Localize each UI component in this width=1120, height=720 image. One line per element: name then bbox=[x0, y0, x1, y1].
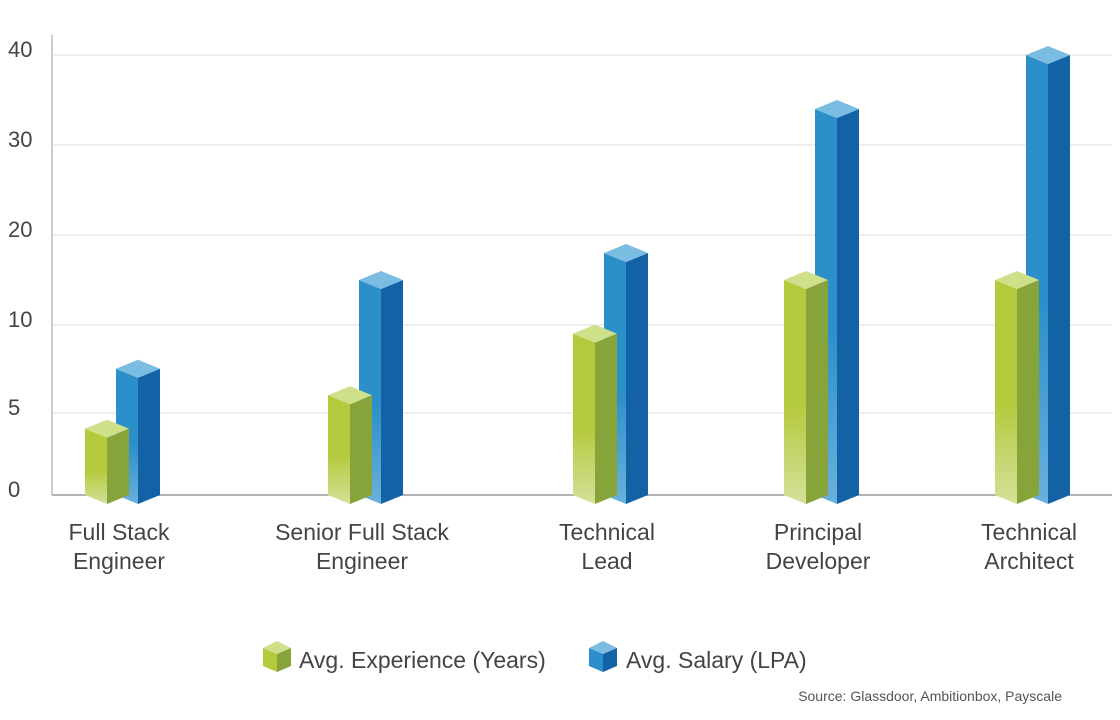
x-category-label: Technical Lead bbox=[559, 519, 655, 574]
bar-experience bbox=[328, 386, 372, 504]
y-tick-label: 5 bbox=[8, 395, 20, 420]
bar-side bbox=[806, 280, 828, 504]
y-tick-label: 10 bbox=[8, 307, 32, 332]
bar-top bbox=[85, 419, 129, 438]
bar-top bbox=[815, 100, 859, 118]
x-axis-categories: Full Stack Engineer Senior Full Stack Engin… bbox=[69, 519, 1077, 574]
x-category-label: Technical Architect bbox=[981, 519, 1077, 574]
bar-front bbox=[85, 428, 107, 504]
bar-front bbox=[995, 280, 1017, 504]
bar-top bbox=[116, 359, 160, 378]
bar-top bbox=[573, 324, 617, 343]
bar-side bbox=[1017, 280, 1039, 504]
legend-item: Avg. Salary (LPA) bbox=[589, 641, 807, 673]
bar-top bbox=[359, 271, 403, 289]
bars bbox=[85, 46, 1070, 504]
y-tick-label: 0 bbox=[8, 477, 20, 502]
bar-side bbox=[1048, 55, 1070, 504]
x-category-label: Principal Developer bbox=[766, 519, 871, 574]
bar-side bbox=[595, 333, 617, 504]
bar-front bbox=[328, 395, 350, 504]
bar-front bbox=[784, 280, 806, 504]
bar-top bbox=[784, 271, 828, 289]
y-tick-label: 30 bbox=[8, 127, 32, 152]
legend-label: Avg. Experience (Years) bbox=[299, 647, 546, 673]
bar-side bbox=[350, 395, 372, 504]
bar-experience bbox=[995, 271, 1039, 504]
bar-side bbox=[837, 109, 859, 504]
legend-cube-icon bbox=[263, 641, 291, 672]
bar-top bbox=[995, 271, 1039, 289]
bar-experience bbox=[573, 324, 617, 504]
bar-experience bbox=[85, 419, 129, 504]
bar-experience bbox=[784, 271, 828, 504]
legend: Avg. Experience (Years) Avg. Salary (LPA) bbox=[263, 641, 807, 673]
bar-top bbox=[1026, 46, 1070, 64]
bar-side bbox=[107, 428, 129, 504]
legend-label: Avg. Salary (LPA) bbox=[626, 647, 807, 673]
y-tick-label: 40 bbox=[8, 37, 32, 62]
y-axis-ticks: 0 5 10 20 30 40 bbox=[8, 37, 32, 502]
legend-item: Avg. Experience (Years) bbox=[263, 641, 546, 673]
source-note: Source: Glassdoor, Ambitionbox, Payscale bbox=[798, 688, 1062, 704]
bar-side bbox=[381, 280, 403, 504]
x-category-label: Full Stack Engineer bbox=[69, 519, 170, 574]
bar-front bbox=[573, 333, 595, 504]
bar-top bbox=[328, 386, 372, 405]
y-tick-label: 20 bbox=[8, 217, 32, 242]
legend-cube-icon bbox=[589, 641, 617, 672]
bar-side bbox=[626, 253, 648, 504]
x-category-label: Senior Full Stack Engineer bbox=[275, 519, 449, 574]
bar-side bbox=[138, 368, 160, 504]
bar-top bbox=[604, 244, 648, 262]
